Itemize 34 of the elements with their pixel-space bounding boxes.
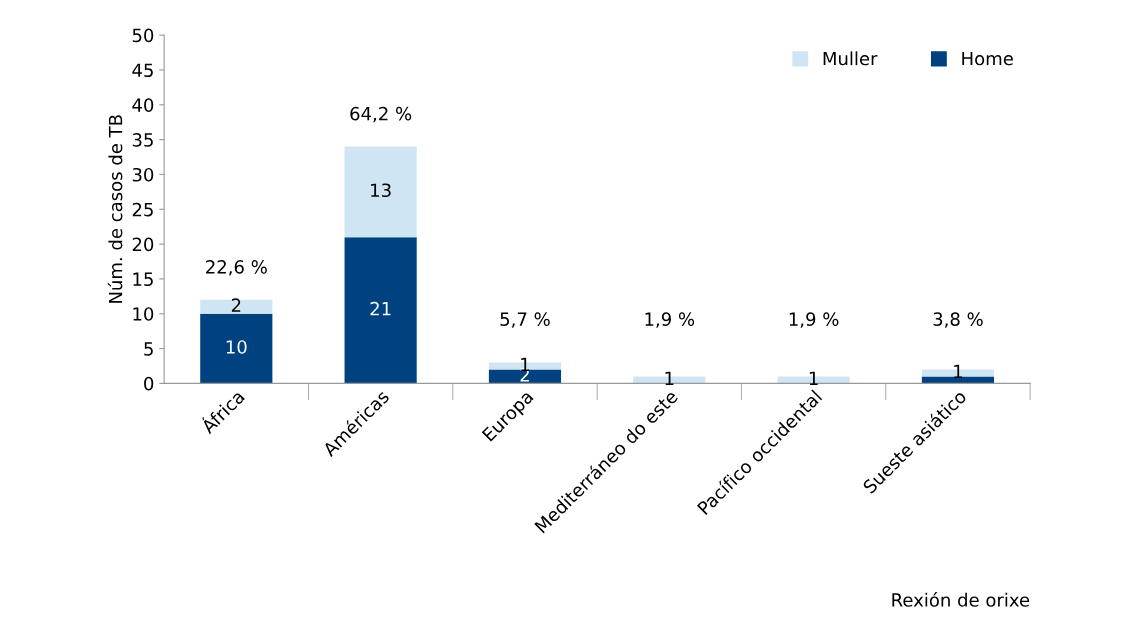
- bar: [488, 369, 562, 384]
- data-label: 1: [809, 371, 818, 385]
- annotation: 22,6 %: [206, 260, 267, 276]
- y-tick-label: 30: [132, 167, 154, 182]
- y-tick-label: 20: [132, 237, 154, 252]
- annotation: 3,8 %: [933, 312, 983, 328]
- y-tick-label: 15: [133, 272, 153, 287]
- data-label: 2: [231, 298, 241, 312]
- annotation: 5,7 %: [500, 312, 550, 328]
- y-tick-label: 5: [144, 342, 153, 356]
- y-axis-title: Núm. de casos de TB: [107, 115, 123, 303]
- data-label: 1: [954, 364, 963, 378]
- bar: [200, 299, 273, 314]
- annotation: 64,2 %: [350, 106, 412, 123]
- bar: [344, 237, 417, 384]
- legend-label: Muller: [823, 51, 878, 66]
- data-label: 21: [370, 301, 391, 316]
- annotation: 1,9 %: [789, 312, 839, 328]
- y-tick-label: 35: [132, 133, 153, 147]
- bar: [200, 313, 273, 384]
- y-tick-label: 45: [132, 63, 153, 78]
- bar: [921, 376, 995, 384]
- y-tick-label: 25: [132, 202, 153, 217]
- legend-label: Home: [962, 51, 1013, 66]
- annotation: 1,9 %: [645, 312, 695, 328]
- y-tick-label: 50: [132, 28, 154, 43]
- data-label: 1: [665, 371, 674, 385]
- bar: [344, 146, 417, 238]
- x-axis-title: Rexión de orixe: [892, 592, 1030, 607]
- y-tick-label: 10: [133, 307, 154, 321]
- data-label: 10: [226, 340, 247, 354]
- data-label: 13: [371, 183, 391, 198]
- y-tick-label: 0: [144, 376, 154, 391]
- y-tick-label: 40: [132, 98, 154, 112]
